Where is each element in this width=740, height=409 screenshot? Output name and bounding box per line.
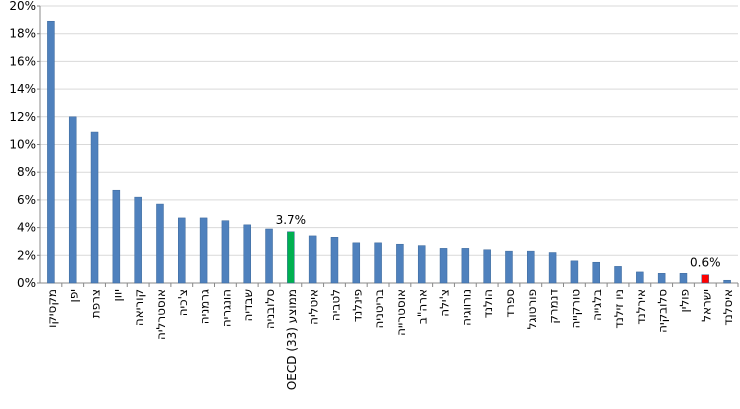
bar <box>548 252 557 284</box>
y-tick-label: 8% <box>17 165 36 179</box>
bar <box>657 273 666 284</box>
x-tick-label: צ'כיה <box>176 289 190 316</box>
y-tick-label: 10% <box>9 138 36 152</box>
y-tick-label: 14% <box>9 82 36 96</box>
x-tick-label: פינלנד <box>350 289 364 322</box>
x-tick-label: גרמניה <box>198 289 212 324</box>
bar <box>723 279 731 284</box>
x-tick-label: שבדיה <box>241 289 255 322</box>
bar <box>243 224 251 284</box>
x-tick-label: אירלנד <box>634 289 648 325</box>
bar <box>156 203 164 284</box>
y-tick-label: 4% <box>17 221 36 235</box>
x-tick-label: ניו זילנד <box>612 289 626 329</box>
x-tick-label: צ'ילה <box>438 289 452 317</box>
x-tick-label: הולנד <box>481 289 495 318</box>
bar <box>68 116 77 284</box>
x-tick-label: יפן <box>67 289 81 302</box>
bar <box>461 248 470 284</box>
bar <box>417 245 426 284</box>
y-tick-label: 12% <box>9 110 36 124</box>
bar <box>330 237 339 284</box>
x-tick-label: קוריאה <box>132 289 146 326</box>
bar <box>679 273 688 284</box>
bar <box>636 271 644 284</box>
x-tick-label: הונגריה <box>219 289 233 327</box>
bar <box>352 242 361 284</box>
x-tick-label: ספרד <box>503 289 517 318</box>
bar <box>374 242 382 284</box>
x-tick-label: אוסטרייה <box>394 289 408 336</box>
y-tick-label: 20% <box>9 0 36 13</box>
bar <box>701 274 710 284</box>
y-tick-label: 6% <box>17 193 36 207</box>
x-tick-label: איסלנד <box>721 289 735 326</box>
bar <box>287 231 295 284</box>
value-label: 3.7% <box>276 213 307 227</box>
bar <box>308 235 317 284</box>
y-tick-label: 18% <box>9 27 36 41</box>
bar <box>439 248 448 284</box>
y-tick-label: 2% <box>17 248 36 262</box>
x-tick-label: בריטניה <box>372 289 386 329</box>
x-tick-label: טורקייה <box>568 289 582 329</box>
bar <box>505 250 513 284</box>
bar <box>570 260 579 284</box>
bar <box>199 217 208 284</box>
bar <box>90 131 99 284</box>
bar <box>112 189 121 284</box>
bar <box>527 250 535 284</box>
x-tick-label: פורטוגל <box>525 289 539 329</box>
x-tick-label: ארה"ב <box>416 289 430 324</box>
x-tick-label: דנמרק <box>547 289 561 324</box>
x-tick-label: בלגייה <box>590 289 604 321</box>
bar <box>134 196 142 284</box>
bar <box>483 249 491 284</box>
x-tick-label: צרפת <box>89 289 103 318</box>
x-tick-label: סלובניה <box>263 289 277 329</box>
bar <box>221 220 230 284</box>
bar <box>396 243 404 284</box>
x-tick-label: ממוצע (33) OECD <box>285 289 299 390</box>
x-tick-label: איטליה <box>307 289 321 325</box>
x-tick-label: פולין <box>677 289 691 313</box>
y-tick-label: 16% <box>9 54 36 68</box>
x-tick-label: יוון <box>110 289 124 302</box>
bar <box>47 20 55 284</box>
value-label: 0.6% <box>690 256 721 270</box>
x-tick-label: ישראל <box>699 289 713 322</box>
bar <box>592 261 600 284</box>
bar <box>178 217 186 284</box>
x-tick-label: סלובקיה <box>656 289 670 333</box>
bar <box>265 228 273 284</box>
x-tick-label: מקסיקו <box>45 289 59 328</box>
x-tick-label: לטביה <box>328 289 342 321</box>
x-tick-label: נורווגיה <box>459 289 473 326</box>
x-tick-label: אוסטרליה <box>154 289 168 340</box>
bar <box>614 266 622 284</box>
y-tick-label: 0% <box>17 276 36 290</box>
